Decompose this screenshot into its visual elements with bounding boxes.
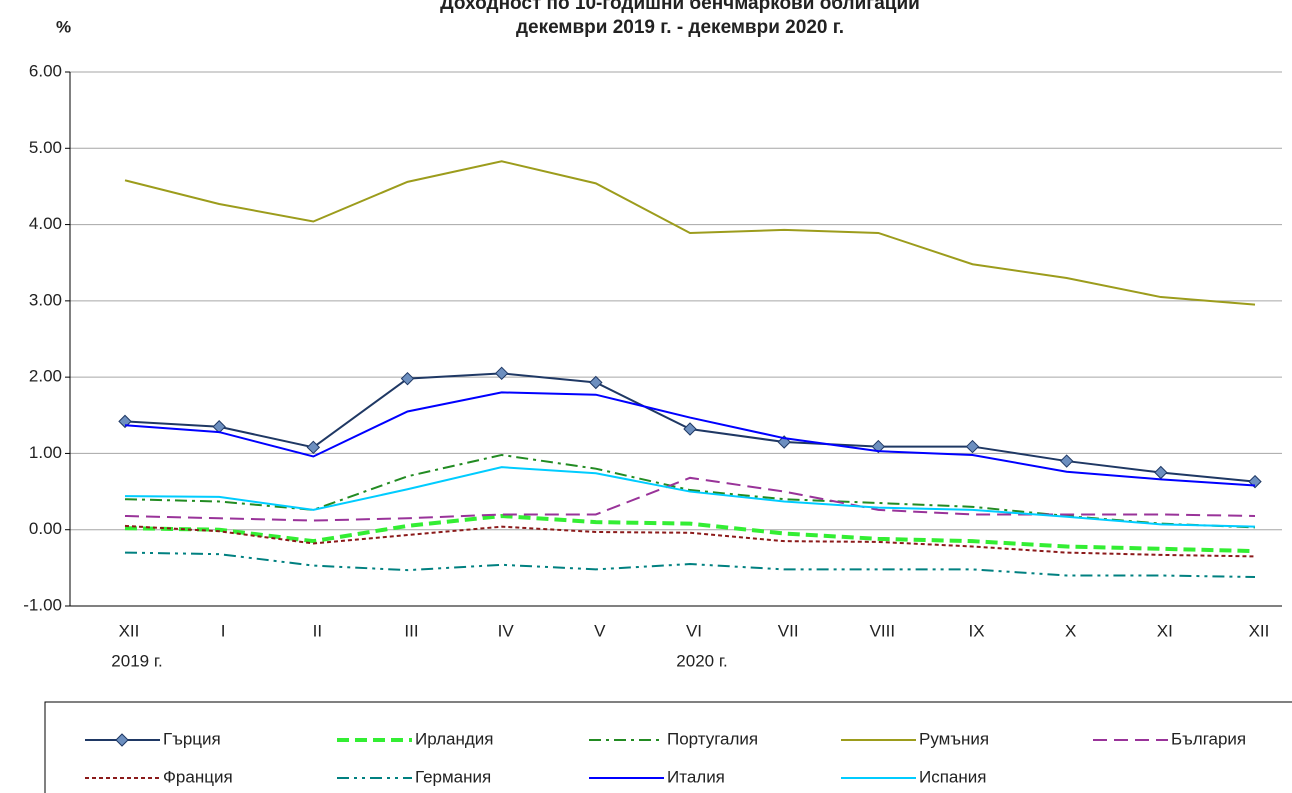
x-group-label: 2020 г. — [676, 651, 727, 670]
y-tick-label: 5.00 — [29, 138, 62, 157]
point-marker — [306, 440, 321, 455]
x-group-label: 2019 г. — [111, 651, 162, 670]
point-marker — [400, 371, 415, 386]
chart-subtitle: декември 2019 г. - декември 2020 г. — [516, 17, 844, 38]
x-tick-label: IX — [968, 621, 984, 640]
y-tick-label: 4.00 — [29, 214, 62, 233]
x-tick-label: XI — [1157, 621, 1173, 640]
x-tick-label: III — [404, 621, 418, 640]
y-tick-label: -1.00 — [23, 595, 62, 614]
point-marker — [589, 375, 603, 390]
x-tick-label: I — [221, 621, 226, 640]
legend-label: Ирландия — [415, 729, 493, 748]
series-line — [124, 466, 1256, 528]
x-tick-label: IV — [498, 621, 515, 640]
x-tick-label: X — [1065, 621, 1076, 640]
x-tick-label: VIII — [870, 621, 896, 640]
series-line — [124, 513, 1256, 554]
series-line — [124, 391, 1256, 487]
legend-label: Испания — [919, 767, 986, 786]
chart-title: Доходност по 10-годишни бенчмаркови обли… — [440, 0, 920, 14]
legend-label: Франция — [163, 767, 233, 786]
legend-label: Германия — [415, 767, 491, 786]
point-marker — [683, 422, 697, 436]
y-tick-label: 1.00 — [29, 443, 62, 462]
y-axis-label: % — [56, 17, 71, 36]
point-marker — [777, 435, 791, 449]
series-line — [124, 524, 1256, 558]
series-line — [124, 476, 1256, 522]
point-marker — [965, 439, 980, 454]
legend-label: Гърция — [163, 729, 221, 748]
point-marker — [871, 439, 886, 454]
point-marker — [1059, 454, 1074, 468]
legend-label: Италия — [667, 767, 725, 786]
legend-label: Румъния — [919, 729, 989, 748]
y-tick-label: 3.00 — [29, 290, 62, 309]
legend-marker — [115, 733, 129, 747]
x-tick-label: XII — [119, 621, 140, 640]
legend-box — [44, 701, 1292, 793]
point-marker — [494, 366, 509, 381]
y-tick-label: 2.00 — [29, 367, 62, 386]
x-tick-label: VII — [778, 621, 799, 640]
x-tick-label: VI — [686, 621, 702, 640]
legend-label: Португалия — [667, 729, 758, 748]
point-marker — [118, 414, 132, 429]
series-line — [124, 160, 1256, 306]
point-marker — [1154, 465, 1168, 480]
y-tick-label: 0.00 — [29, 519, 62, 538]
x-tick-label: II — [313, 621, 322, 640]
x-tick-label: V — [594, 621, 606, 640]
x-tick-label: XII — [1249, 621, 1270, 640]
y-tick-label: 6.00 — [29, 61, 62, 80]
legend-label: България — [1171, 729, 1246, 748]
series-line — [124, 551, 1256, 579]
